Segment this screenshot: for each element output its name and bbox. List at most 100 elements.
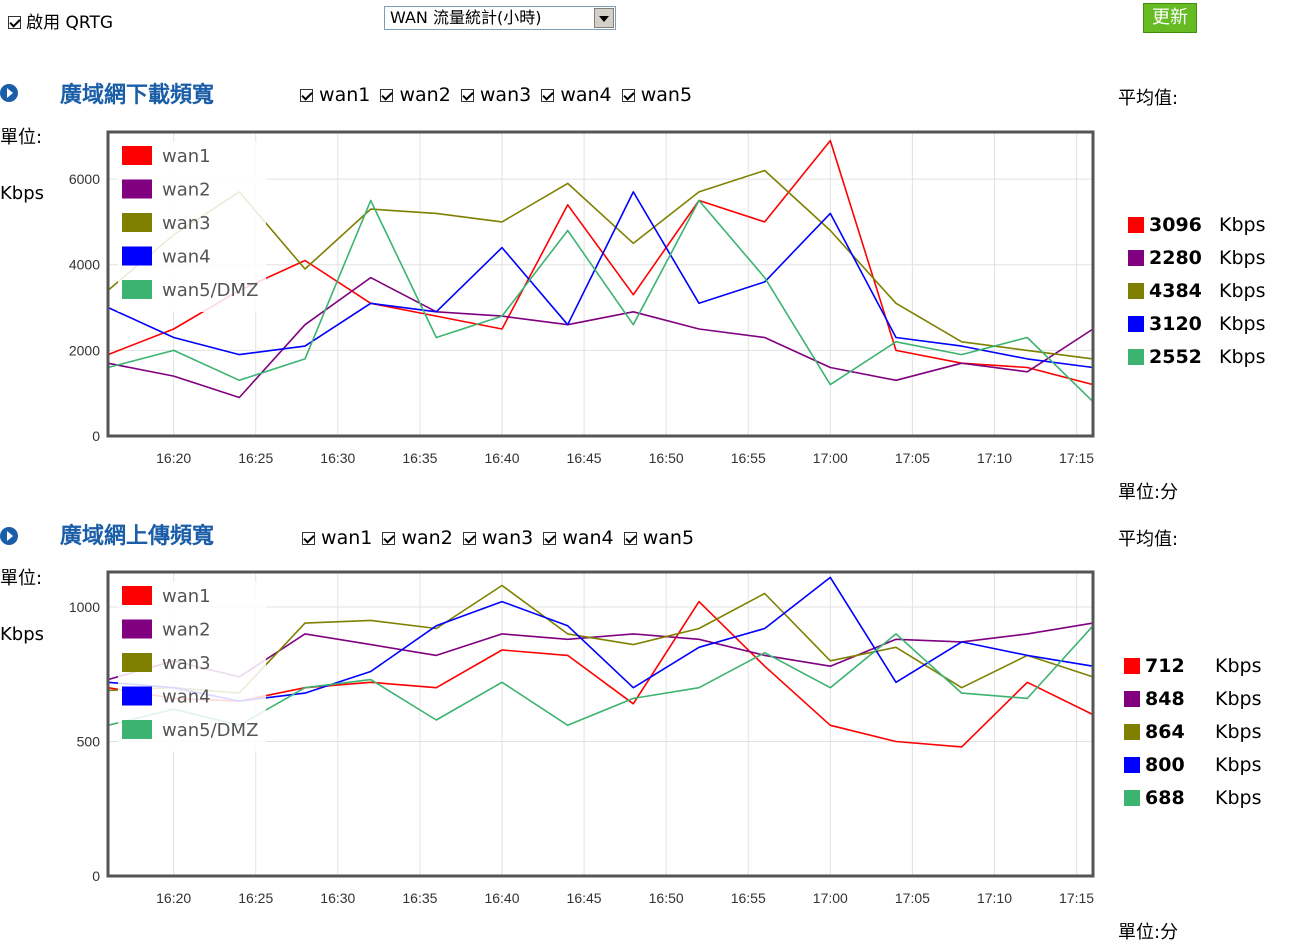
filter-wan4-label: wan4 (560, 84, 612, 106)
legend-swatch-wan2 (122, 179, 152, 199)
upload-avg-wan1: 712 Kbps (1124, 655, 1284, 688)
enable-qrtg-checkbox[interactable] (8, 16, 21, 29)
series-line-wan3 (107, 584, 1094, 694)
filter-wan5-label: wan5 (640, 84, 693, 106)
refresh-button[interactable]: 更新 (1143, 3, 1197, 33)
x-tick-label: 16:50 (649, 450, 684, 466)
filter-wan4-checkbox[interactable] (541, 89, 555, 102)
download-avg-wan2: 2280 Kbps (1128, 247, 1288, 280)
legend-label-wan4: wan4 (162, 247, 211, 268)
x-tick-label: 16:25 (238, 890, 273, 906)
legend-swatch-wan2 (122, 619, 152, 639)
stat-period-select[interactable]: WAN 流量統計(小時) (384, 6, 616, 30)
download-unit-value: Kbps (0, 183, 45, 204)
filter-wan2[interactable]: wan2 (380, 84, 451, 106)
filter-wan3[interactable]: wan3 (462, 527, 534, 549)
enable-qrtg-control[interactable]: 啟用 QRTG (8, 8, 113, 33)
wan2-swatch (1128, 250, 1144, 266)
wan5-swatch (1128, 349, 1144, 365)
avg-unit: Kbps (1219, 280, 1266, 302)
series-line-wan1 (107, 600, 1094, 748)
x-tick-label: 16:20 (156, 450, 191, 466)
filter-wan1-label: wan1 (321, 527, 373, 549)
filter-wan3[interactable]: wan3 (460, 84, 531, 106)
y-tick-label: 1000 (69, 599, 100, 615)
filter-wan5-checkbox[interactable] (621, 89, 635, 102)
filter-wan3-label: wan3 (481, 527, 534, 549)
x-tick-label: 16:30 (320, 450, 355, 466)
series-line-wan5 (107, 199, 1094, 403)
avg-value: 2552 (1149, 346, 1202, 368)
wan1-swatch (1128, 217, 1144, 233)
legend-swatch-wan5 (122, 720, 152, 739)
filter-wan3-checkbox[interactable] (462, 532, 476, 545)
upload-avg-label: 平均值: (1118, 529, 1179, 550)
wan4-swatch (1124, 757, 1140, 773)
filter-wan5-checkbox[interactable] (623, 532, 637, 545)
filter-wan4[interactable]: wan4 (541, 84, 612, 106)
download-averages: 3096 Kbps 2280 Kbps 4384 Kbps 3120 Kbps 2552… (1128, 214, 1288, 379)
series-line-wan5 (107, 625, 1094, 727)
filter-wan5-label: wan5 (642, 527, 695, 549)
upload-section-title: 廣域網上傳頻寬 (60, 523, 215, 549)
upload-unit-value: Kbps (0, 624, 45, 645)
plot-area (108, 572, 1093, 876)
filter-wan2-checkbox[interactable] (382, 532, 396, 545)
x-tick-label: 16:30 (320, 890, 355, 906)
series-line-wan4 (107, 576, 1094, 702)
avg-value: 848 (1145, 688, 1185, 710)
filter-wan1-checkbox[interactable] (302, 532, 315, 545)
filter-wan2[interactable]: wan2 (382, 527, 453, 549)
wan2-swatch (1124, 691, 1140, 707)
avg-value: 3120 (1149, 313, 1202, 335)
upload-avg-wan2: 848 Kbps (1124, 688, 1284, 721)
wan1-swatch (1124, 658, 1140, 674)
enable-qrtg-label: 啟用 QRTG (26, 13, 114, 33)
avg-value: 864 (1145, 721, 1185, 743)
avg-unit: Kbps (1215, 688, 1262, 710)
filter-wan4[interactable]: wan4 (543, 527, 614, 549)
x-tick-label: 17:15 (1059, 450, 1094, 466)
legend-swatch-wan5 (122, 280, 152, 299)
wan4-swatch (1128, 316, 1144, 332)
y-tick-label: 2000 (69, 342, 100, 358)
filter-wan2-checkbox[interactable] (380, 89, 394, 102)
x-tick-label: 16:35 (402, 450, 437, 466)
x-tick-label: 17:00 (813, 450, 848, 466)
x-tick-label: 16:45 (567, 450, 602, 466)
chevron-down-icon[interactable] (594, 8, 614, 28)
upload-chart: 0 500 1000 16:20 16:25 16:30 16:35 16:40 16:45 16… (69, 570, 1095, 906)
y-tick-label: 0 (92, 868, 100, 884)
section-bullet-icon (0, 527, 18, 545)
legend-swatch-wan4 (122, 246, 152, 266)
upload-averages: 712 Kbps 848 Kbps 864 Kbps 800 Kbps 688 Kbps (1124, 655, 1284, 820)
plot-frame (106, 570, 1095, 878)
x-tick-label: 17:00 (813, 890, 848, 906)
series-line-wan4 (107, 191, 1094, 369)
x-tick-label: 17:05 (895, 450, 930, 466)
x-tick-label: 17:10 (977, 450, 1012, 466)
download-avg-wan1: 3096 Kbps (1128, 214, 1288, 247)
legend-label-wan2: wan2 (162, 180, 211, 201)
filter-wan5[interactable]: wan5 (621, 84, 693, 106)
stat-period-value: WAN 流量統計(小時) (390, 8, 542, 27)
filter-wan1[interactable]: wan1 (302, 527, 372, 549)
filter-wan3-checkbox[interactable] (460, 89, 474, 102)
legend-label-wan2: wan2 (162, 620, 211, 641)
download-wan-filters: wan1 wan2 wan3 wan4 wan5 (300, 84, 696, 106)
x-tick-label: 16:50 (649, 890, 684, 906)
avg-unit: Kbps (1215, 721, 1262, 743)
filter-wan5[interactable]: wan5 (623, 527, 695, 549)
legend-swatch-wan3 (122, 213, 152, 232)
x-tick-label: 16:55 (731, 450, 766, 466)
series-line-wan3 (107, 169, 1094, 360)
filter-wan1[interactable]: wan1 (300, 84, 370, 106)
y-tick-label: 0 (92, 428, 100, 444)
filter-wan4-label: wan4 (562, 527, 614, 549)
upload-x-unit: 單位:分 (1118, 922, 1179, 943)
avg-value: 4384 (1149, 280, 1202, 302)
legend-label-wan3: wan3 (162, 653, 211, 674)
filter-wan1-checkbox[interactable] (300, 89, 313, 102)
wan3-swatch (1124, 724, 1140, 740)
filter-wan4-checkbox[interactable] (543, 532, 557, 545)
